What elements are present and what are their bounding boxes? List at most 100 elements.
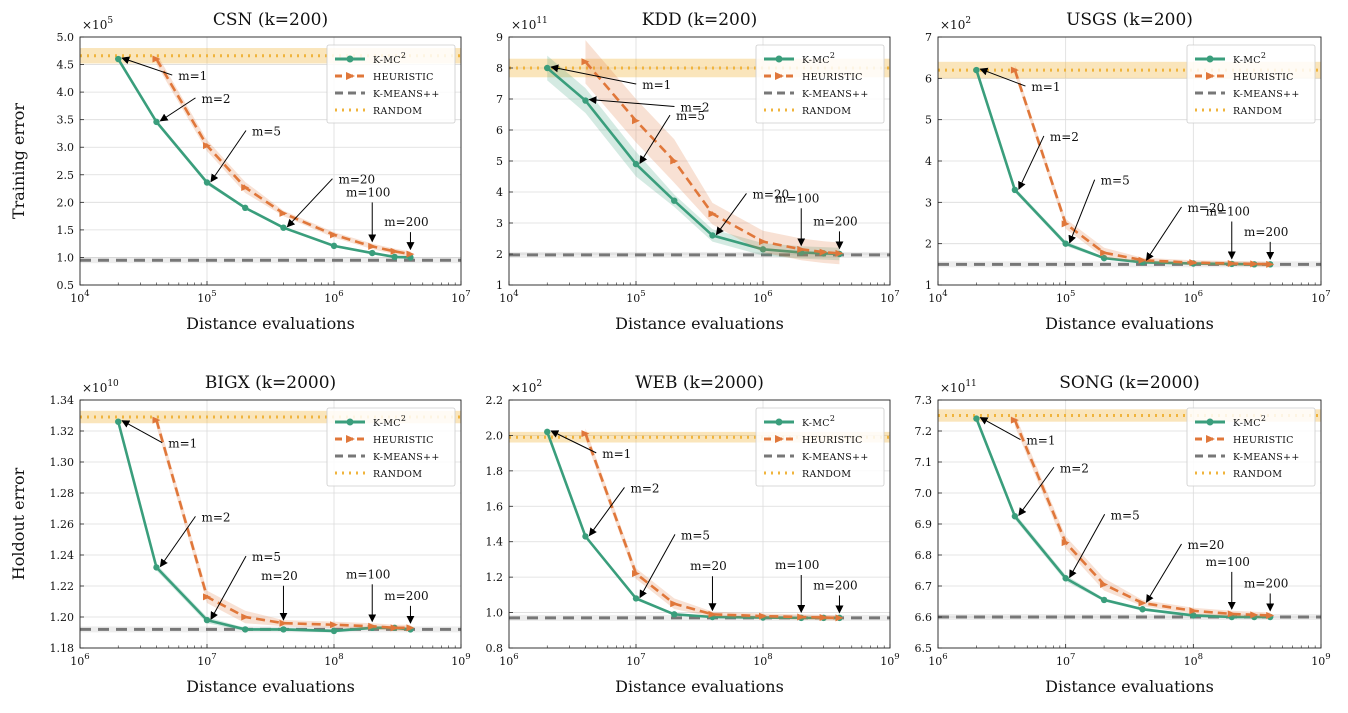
legend-label-kmc2: K-MC2 bbox=[1233, 51, 1266, 66]
legend-label-kmc2: K-MC2 bbox=[802, 51, 835, 66]
y-tick-label: 1 bbox=[925, 279, 932, 292]
legend-label-random: RANDOM bbox=[802, 469, 851, 480]
x-tick-label: 104 bbox=[70, 289, 89, 305]
heuristic-point bbox=[708, 610, 717, 618]
annotation-label: m=2 bbox=[201, 510, 230, 524]
annotation-label: m=200 bbox=[813, 579, 857, 593]
y-tick-label: 1.34 bbox=[50, 394, 75, 407]
x-tick-label: 106 bbox=[70, 652, 89, 668]
heuristic-point bbox=[1061, 539, 1070, 547]
annotation-arrow bbox=[210, 130, 247, 183]
heuristic-point bbox=[406, 250, 415, 258]
heuristic-point bbox=[835, 249, 844, 257]
y-axis-label: Holdout error bbox=[9, 467, 28, 580]
kmeanspp-band bbox=[938, 614, 1321, 620]
x-tick-label: 105 bbox=[1056, 289, 1075, 305]
legend-marker-kmc2 bbox=[775, 55, 783, 63]
x-tick-label: 105 bbox=[626, 289, 645, 305]
heuristic-point bbox=[670, 157, 679, 165]
kmc2-point bbox=[203, 616, 211, 624]
heuristic-point bbox=[330, 621, 338, 629]
y-tick-label: 3.0 bbox=[57, 141, 75, 154]
annotation-arrow bbox=[979, 67, 1026, 87]
legend-marker-heuristic bbox=[775, 435, 784, 443]
kmc2-point bbox=[153, 118, 160, 126]
y-multiplier: ×102 bbox=[940, 16, 971, 32]
legend-box bbox=[1186, 407, 1316, 487]
y-tick-label: 1 bbox=[496, 279, 503, 292]
annotation-label: m=1 bbox=[178, 69, 207, 83]
annotation-label: m=200 bbox=[1244, 225, 1288, 239]
annotation-label: m=20 bbox=[1188, 538, 1225, 552]
y-multiplier: ×1011 bbox=[511, 16, 548, 32]
y-tick-label: 2.0 bbox=[57, 196, 75, 209]
heuristic-point bbox=[819, 614, 828, 622]
heuristic-point bbox=[759, 612, 767, 620]
legend-label-heuristic: HEURISTIC bbox=[802, 72, 863, 83]
annotation-arrow bbox=[1145, 206, 1182, 261]
legend-marker-kmc2 bbox=[346, 55, 354, 63]
x-tick-label: 109 bbox=[1311, 652, 1330, 668]
heuristic-point bbox=[390, 247, 399, 255]
heuristic-point bbox=[241, 183, 250, 191]
kmc2-point bbox=[1100, 254, 1108, 262]
heuristic-line bbox=[155, 58, 411, 256]
heuristic-point bbox=[670, 600, 679, 608]
legend-label-kmeanspp: K-MEANS++ bbox=[373, 89, 440, 100]
legend-marker-kmc2 bbox=[775, 418, 783, 426]
y-tick-label: 1.28 bbox=[50, 487, 75, 500]
legend-label-kmc2: K-MC2 bbox=[1233, 414, 1266, 429]
annotation-label: m=1 bbox=[1031, 80, 1060, 94]
annotation-label: m=100 bbox=[1206, 555, 1250, 569]
y-tick-label: 5.0 bbox=[57, 31, 75, 44]
y-tick-label: 4.5 bbox=[57, 59, 75, 72]
kmc2-point bbox=[369, 249, 376, 257]
legend: K-MC2 HEURISTIC K-MEANS++ RANDOM bbox=[1186, 407, 1316, 487]
annotation-label: m=200 bbox=[384, 215, 428, 229]
legend-marker-heuristic bbox=[346, 72, 355, 80]
annotation-arrow bbox=[979, 417, 1021, 441]
heuristic-point bbox=[1100, 580, 1109, 588]
panel-title: USGS (k=200) bbox=[1066, 10, 1193, 30]
y-multiplier: ×1011 bbox=[940, 379, 977, 395]
kmc2-point bbox=[1011, 186, 1019, 194]
kmc2-point bbox=[115, 55, 122, 63]
annotation-label: m=2 bbox=[680, 101, 709, 115]
annotation-label: m=100 bbox=[775, 191, 819, 205]
annotation-arrow bbox=[588, 96, 675, 108]
y-tick-label: 7.3 bbox=[915, 394, 933, 407]
heuristic-line bbox=[155, 419, 411, 630]
annotation-label: m=5 bbox=[252, 124, 281, 138]
annotation-label: m=200 bbox=[384, 589, 428, 603]
y-tick-label: 1.2 bbox=[486, 571, 504, 584]
heuristic-band bbox=[585, 40, 840, 265]
legend-label-heuristic: HEURISTIC bbox=[802, 435, 863, 446]
heuristic-point bbox=[1010, 66, 1019, 74]
heuristic-point bbox=[797, 613, 806, 621]
x-axis-label: Distance evaluations bbox=[615, 677, 784, 696]
heuristic-point bbox=[1250, 260, 1259, 268]
legend: K-MC2 HEURISTIC K-MEANS++ RANDOM bbox=[755, 407, 885, 487]
kmc2-point bbox=[330, 627, 338, 635]
heuristic-point bbox=[152, 55, 161, 63]
y-tick-label: 2.5 bbox=[57, 169, 75, 182]
y-tick-label: 6.6 bbox=[915, 611, 933, 624]
heuristic-point bbox=[581, 58, 590, 66]
kmc2-point bbox=[544, 428, 551, 436]
kmc2-point bbox=[203, 179, 211, 186]
annotation-label: m=100 bbox=[775, 558, 819, 572]
x-tick-label: 104 bbox=[928, 289, 947, 305]
x-tick-label: 106 bbox=[1184, 289, 1203, 305]
annotation-arrow bbox=[286, 178, 333, 228]
y-tick-label: 1.5 bbox=[57, 224, 75, 237]
legend-label-random: RANDOM bbox=[373, 469, 422, 480]
x-tick-label: 108 bbox=[753, 652, 772, 668]
y-tick-label: 3 bbox=[925, 196, 932, 209]
annotation-label: m=20 bbox=[1188, 201, 1225, 215]
y-tick-label: 6.7 bbox=[915, 580, 933, 593]
y-tick-label: 0.5 bbox=[57, 279, 75, 292]
y-tick-label: 7.0 bbox=[915, 487, 933, 500]
y-tick-label: 1.26 bbox=[50, 518, 75, 531]
heuristic-point bbox=[1227, 610, 1236, 618]
